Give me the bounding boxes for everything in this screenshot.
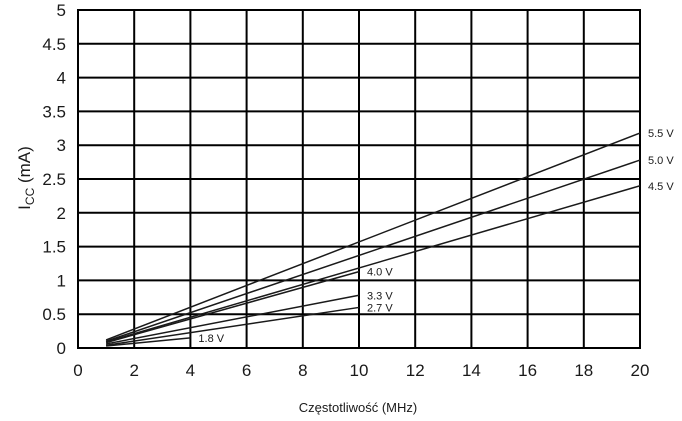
x-tick-label: 2 [129,361,138,380]
series-line-5-5-v [105,132,641,341]
series-label: 3.3 V [367,290,393,302]
x-tick-label: 20 [631,361,650,380]
series-label: 5.0 V [648,155,674,167]
y-tick-label: 4.5 [42,35,66,54]
series-label: 5.5 V [648,128,674,140]
x-tick-label: 4 [186,361,195,380]
y-axis-title-subscript: CC [23,187,37,205]
y-axis-title: ICC (mA) [15,146,37,210]
series-line-1-8-v [106,337,191,347]
x-tick-label: 8 [298,361,307,380]
series-label: 4.5 V [648,181,674,193]
series-label: 4.0 V [367,267,393,279]
y-tick-label: 2 [57,204,66,223]
series-label: 2.7 V [367,302,393,314]
plot-frame [77,9,641,349]
series-labels: 5.5 V 5.0 V 4.5 V 4.0 V 3.3 V2.7 V 1.8 V [198,128,674,345]
x-axis-title: Częstotliwość (MHz) [299,400,417,415]
series-line-4-0-v [105,270,360,344]
y-tick-label: 5 [57,1,66,20]
y-tick-label: 0.5 [42,305,66,324]
x-tick-label: 18 [574,361,593,380]
x-tick-label: 10 [350,361,369,380]
grid [77,9,641,349]
x-tick-label: 14 [462,361,481,380]
y-tick-label: 4 [57,69,66,88]
y-tick-label: 2.5 [42,170,66,189]
x-axis-ticks: 0 2 4 6 8 10 12 14 16 18 20 [73,361,649,380]
y-tick-label: 1 [57,271,66,290]
x-tick-label: 16 [518,361,537,380]
y-tick-label: 3 [57,136,66,155]
x-tick-label: 6 [242,361,251,380]
series-line-4-5-v [105,185,641,343]
series-line-2-7-v [105,306,360,347]
y-tick-label: 0 [57,339,66,358]
series-line-5-0-v [105,159,641,342]
series-group [105,132,641,347]
x-tick-label: 0 [73,361,82,380]
y-axis-title-unit: (mA) [15,146,34,188]
y-axis-ticks: 0 0.5 1 1.5 2 2.5 3 3.5 4 4.5 5 [42,1,66,358]
y-axis-title-main: I [15,205,34,210]
series-label: 1.8 V [198,333,224,345]
x-tick-label: 12 [406,361,425,380]
y-tick-label: 3.5 [42,102,66,121]
y-tick-label: 1.5 [42,238,66,257]
series-line-3-3-v [105,294,360,345]
